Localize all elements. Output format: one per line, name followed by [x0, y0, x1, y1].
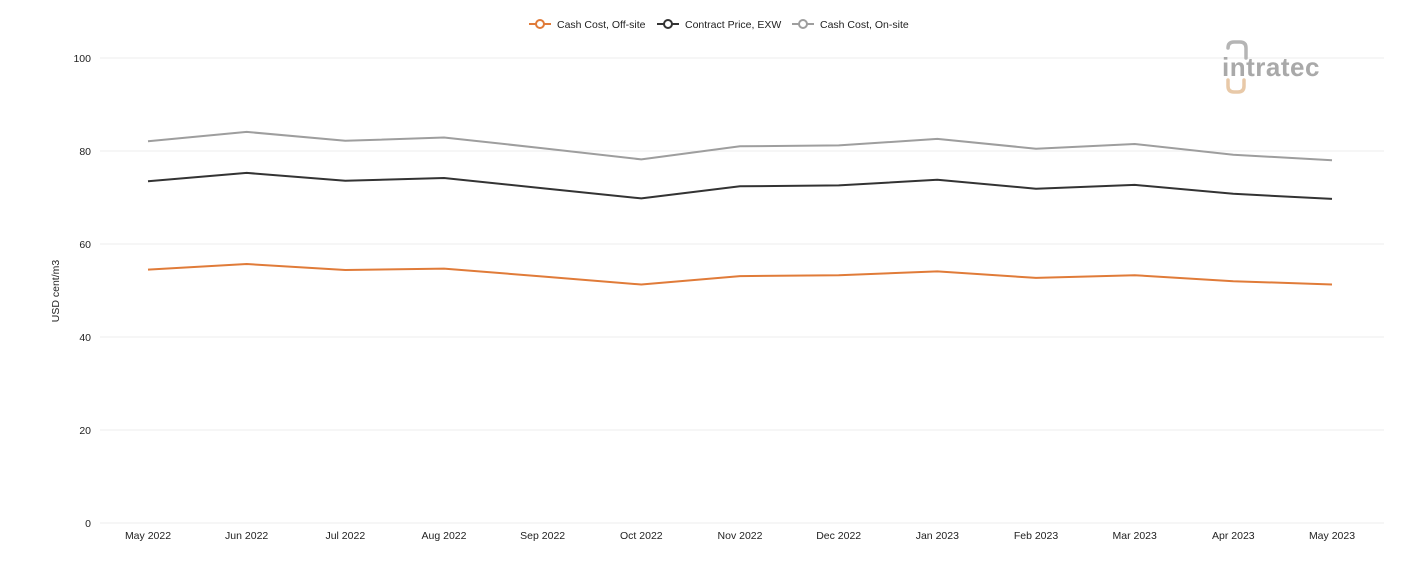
x-tick-label: Jun 2022 [225, 530, 268, 542]
legend-item: Cash Cost, Off-site [529, 19, 646, 31]
x-tick-label: Jan 2023 [916, 530, 959, 542]
legend-item: Contract Price, EXW [657, 19, 781, 31]
y-tick-label: 100 [73, 53, 91, 65]
x-tick-label: Nov 2022 [718, 530, 763, 542]
legend-circle-marker [663, 19, 673, 29]
intratec-logo: intratec [1222, 40, 1320, 94]
logo-mark-icon [1226, 40, 1248, 60]
x-tick-label: Jul 2022 [325, 530, 365, 542]
x-tick-label: Dec 2022 [816, 530, 861, 542]
y-axis-title: USD cent/m3 [50, 260, 62, 323]
series-lines [147, 130, 1333, 286]
gridlines [100, 57, 1384, 524]
x-axis-ticks: May 2022 Jun 2022 Jul 2022 Aug 2022 Sep 2022… [125, 530, 1355, 542]
series-line [147, 263, 1333, 286]
x-tick-label: Mar 2023 [1112, 530, 1157, 542]
y-tick-label: 40 [79, 332, 91, 344]
y-tick-label: 80 [79, 146, 91, 158]
y-tick-label: 0 [85, 518, 91, 530]
legend: Cash Cost, Off-site Contract Price, EXW Ca… [529, 19, 909, 31]
legend-label: Contract Price, EXW [685, 19, 781, 31]
y-tick-label: 20 [79, 425, 91, 437]
legend-circle-marker [798, 19, 808, 29]
x-tick-label: Sep 2022 [520, 530, 565, 542]
legend-item: Cash Cost, On-site [792, 19, 909, 31]
legend-label: Cash Cost, Off-site [557, 19, 646, 31]
series-line [147, 171, 1333, 200]
x-tick-label: Apr 2023 [1212, 530, 1255, 542]
legend-label: Cash Cost, On-site [820, 19, 909, 31]
y-axis-ticks: 0 20 40 60 80 100 [73, 53, 91, 530]
logo-accent-icon [1226, 78, 1246, 94]
x-tick-label: May 2022 [125, 530, 171, 542]
x-tick-label: May 2023 [1309, 530, 1355, 542]
x-tick-label: Aug 2022 [422, 530, 467, 542]
series-line [147, 130, 1333, 162]
x-tick-label: Feb 2023 [1014, 530, 1059, 542]
y-tick-label: 60 [79, 239, 91, 251]
x-tick-label: Oct 2022 [620, 530, 663, 542]
logo-text: intratec [1222, 52, 1320, 82]
legend-circle-marker [535, 19, 545, 29]
